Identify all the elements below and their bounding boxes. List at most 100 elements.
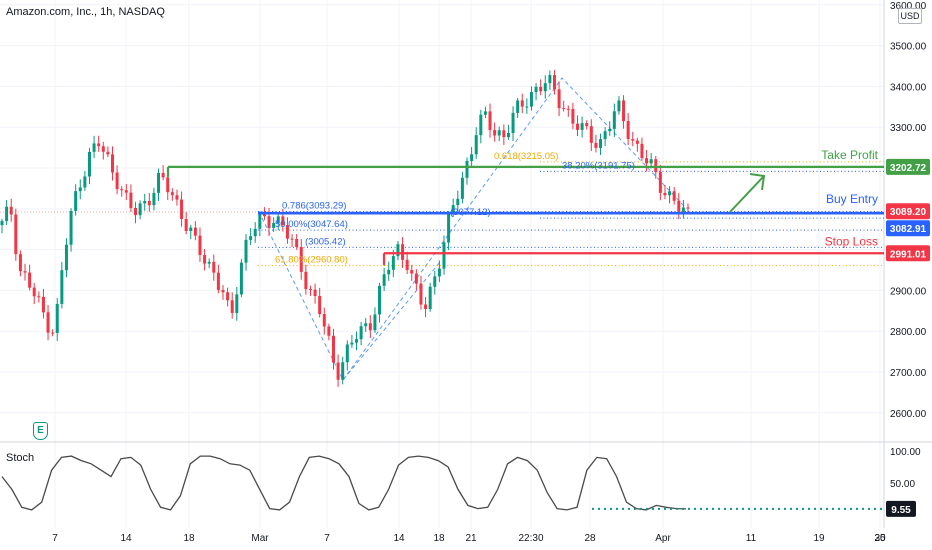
candle-body	[101, 146, 105, 152]
time-tick-label: 30	[874, 533, 886, 544]
candle-body	[120, 189, 124, 191]
currency-badge[interactable]: USD	[898, 8, 922, 24]
candle-body	[483, 111, 487, 115]
candle-body	[235, 294, 239, 313]
candle-body	[110, 154, 114, 173]
candle-body	[313, 289, 317, 297]
fib-connector-left	[261, 217, 441, 381]
candle-body	[299, 247, 303, 272]
stoch-value-tag-text: 9.55	[891, 505, 911, 516]
earnings-icon[interactable]: E	[33, 422, 48, 440]
current-price-tag-text: 3082.91	[890, 224, 927, 235]
candle-body	[502, 130, 506, 138]
candle-body	[589, 126, 593, 143]
buy-entry-tag: 3089.20	[886, 203, 930, 220]
candle-body	[295, 239, 299, 248]
candle-body	[516, 100, 520, 113]
candle-body	[170, 192, 174, 196]
candle-body	[672, 191, 676, 201]
candle-body	[276, 216, 280, 223]
candle-body	[580, 123, 584, 130]
candle-body	[668, 191, 672, 196]
stoch-panel	[1, 455, 884, 511]
time-tick-label: Mar	[251, 533, 269, 544]
candle-body	[511, 112, 515, 133]
price-tick-label: 2700.00	[890, 368, 927, 379]
candle-body	[226, 292, 230, 301]
candle-body	[552, 75, 556, 90]
time-tick-label: 18	[433, 533, 445, 544]
candle-body	[336, 362, 340, 380]
candle-body	[617, 100, 621, 112]
candle-body	[189, 227, 193, 232]
candle-body	[460, 177, 464, 199]
candle-body	[474, 135, 478, 155]
candle-body	[258, 213, 262, 229]
candle-body	[493, 130, 497, 136]
fib-label-left: (3005.42)	[305, 236, 346, 247]
candle-body	[355, 339, 359, 343]
candle-body	[424, 304, 428, 310]
candle-body	[437, 268, 441, 277]
buy-entry-tag-bg	[886, 203, 930, 220]
candle-body	[92, 143, 96, 152]
candle-body	[658, 172, 662, 193]
candle-body	[562, 108, 566, 110]
time-tick-label: 18	[183, 533, 195, 544]
candle-body	[557, 89, 561, 109]
buy-entry-label: Buy Entry	[826, 192, 878, 206]
candle-body	[322, 314, 326, 327]
take-profit-tag: 3202.72	[886, 158, 930, 175]
stoch-tick-label: 100.00	[890, 447, 921, 458]
candle-body	[166, 177, 170, 193]
stoch-value-tag: 9.55	[886, 500, 916, 517]
candle-body	[686, 207, 690, 209]
candle-body	[28, 272, 32, 288]
stoch-label[interactable]: Stoch	[6, 452, 35, 464]
candle-body	[442, 242, 446, 269]
time-tick-label: Apr	[655, 533, 671, 544]
trade-levels[interactable]: Take Profit Buy Entry Stop Loss	[166, 148, 884, 266]
candle-body	[64, 244, 68, 271]
fib-label-left: 0.786(3093.29)	[282, 201, 346, 212]
fib-connector-right	[342, 77, 687, 381]
candle-body	[244, 239, 248, 263]
candle-body	[608, 128, 612, 132]
take-profit-tag-bg	[886, 158, 930, 175]
candle-body	[5, 206, 9, 222]
time-tick-label: 7	[324, 533, 330, 544]
candle-body	[520, 100, 524, 107]
candle-body	[594, 142, 598, 148]
candle-body	[497, 130, 501, 136]
candle-body	[152, 192, 156, 206]
candle-body	[368, 323, 372, 331]
take-profit-label: Take Profit	[821, 148, 878, 162]
candle-body	[391, 256, 395, 270]
candle-body	[622, 100, 626, 122]
price-tick-label: 2800.00	[890, 327, 927, 338]
candle-body	[37, 296, 41, 298]
candle-body	[249, 236, 253, 240]
candle-body	[78, 187, 82, 192]
price-tick-label: 3500.00	[890, 42, 927, 53]
time-tick-label: 14	[120, 533, 132, 544]
candle-body	[267, 216, 271, 228]
candle-body	[216, 272, 220, 290]
price-tick-label: 3400.00	[890, 82, 927, 93]
current-price-tag: 3082.91	[886, 220, 930, 237]
fib-zones	[258, 77, 884, 381]
candle-body	[534, 86, 538, 93]
price-candles	[0, 70, 690, 387]
candle-body	[364, 323, 368, 327]
candle-body	[331, 335, 335, 363]
candle-body	[0, 221, 4, 226]
candle-body	[304, 271, 308, 290]
candle-body	[281, 216, 285, 226]
time-tick-label: 7	[52, 533, 58, 544]
candle-body	[345, 344, 349, 363]
symbol-title[interactable]: Amazon.com, Inc., 1h, NASDAQ	[6, 6, 165, 18]
candle-body	[663, 192, 667, 196]
candle-body	[419, 283, 423, 305]
